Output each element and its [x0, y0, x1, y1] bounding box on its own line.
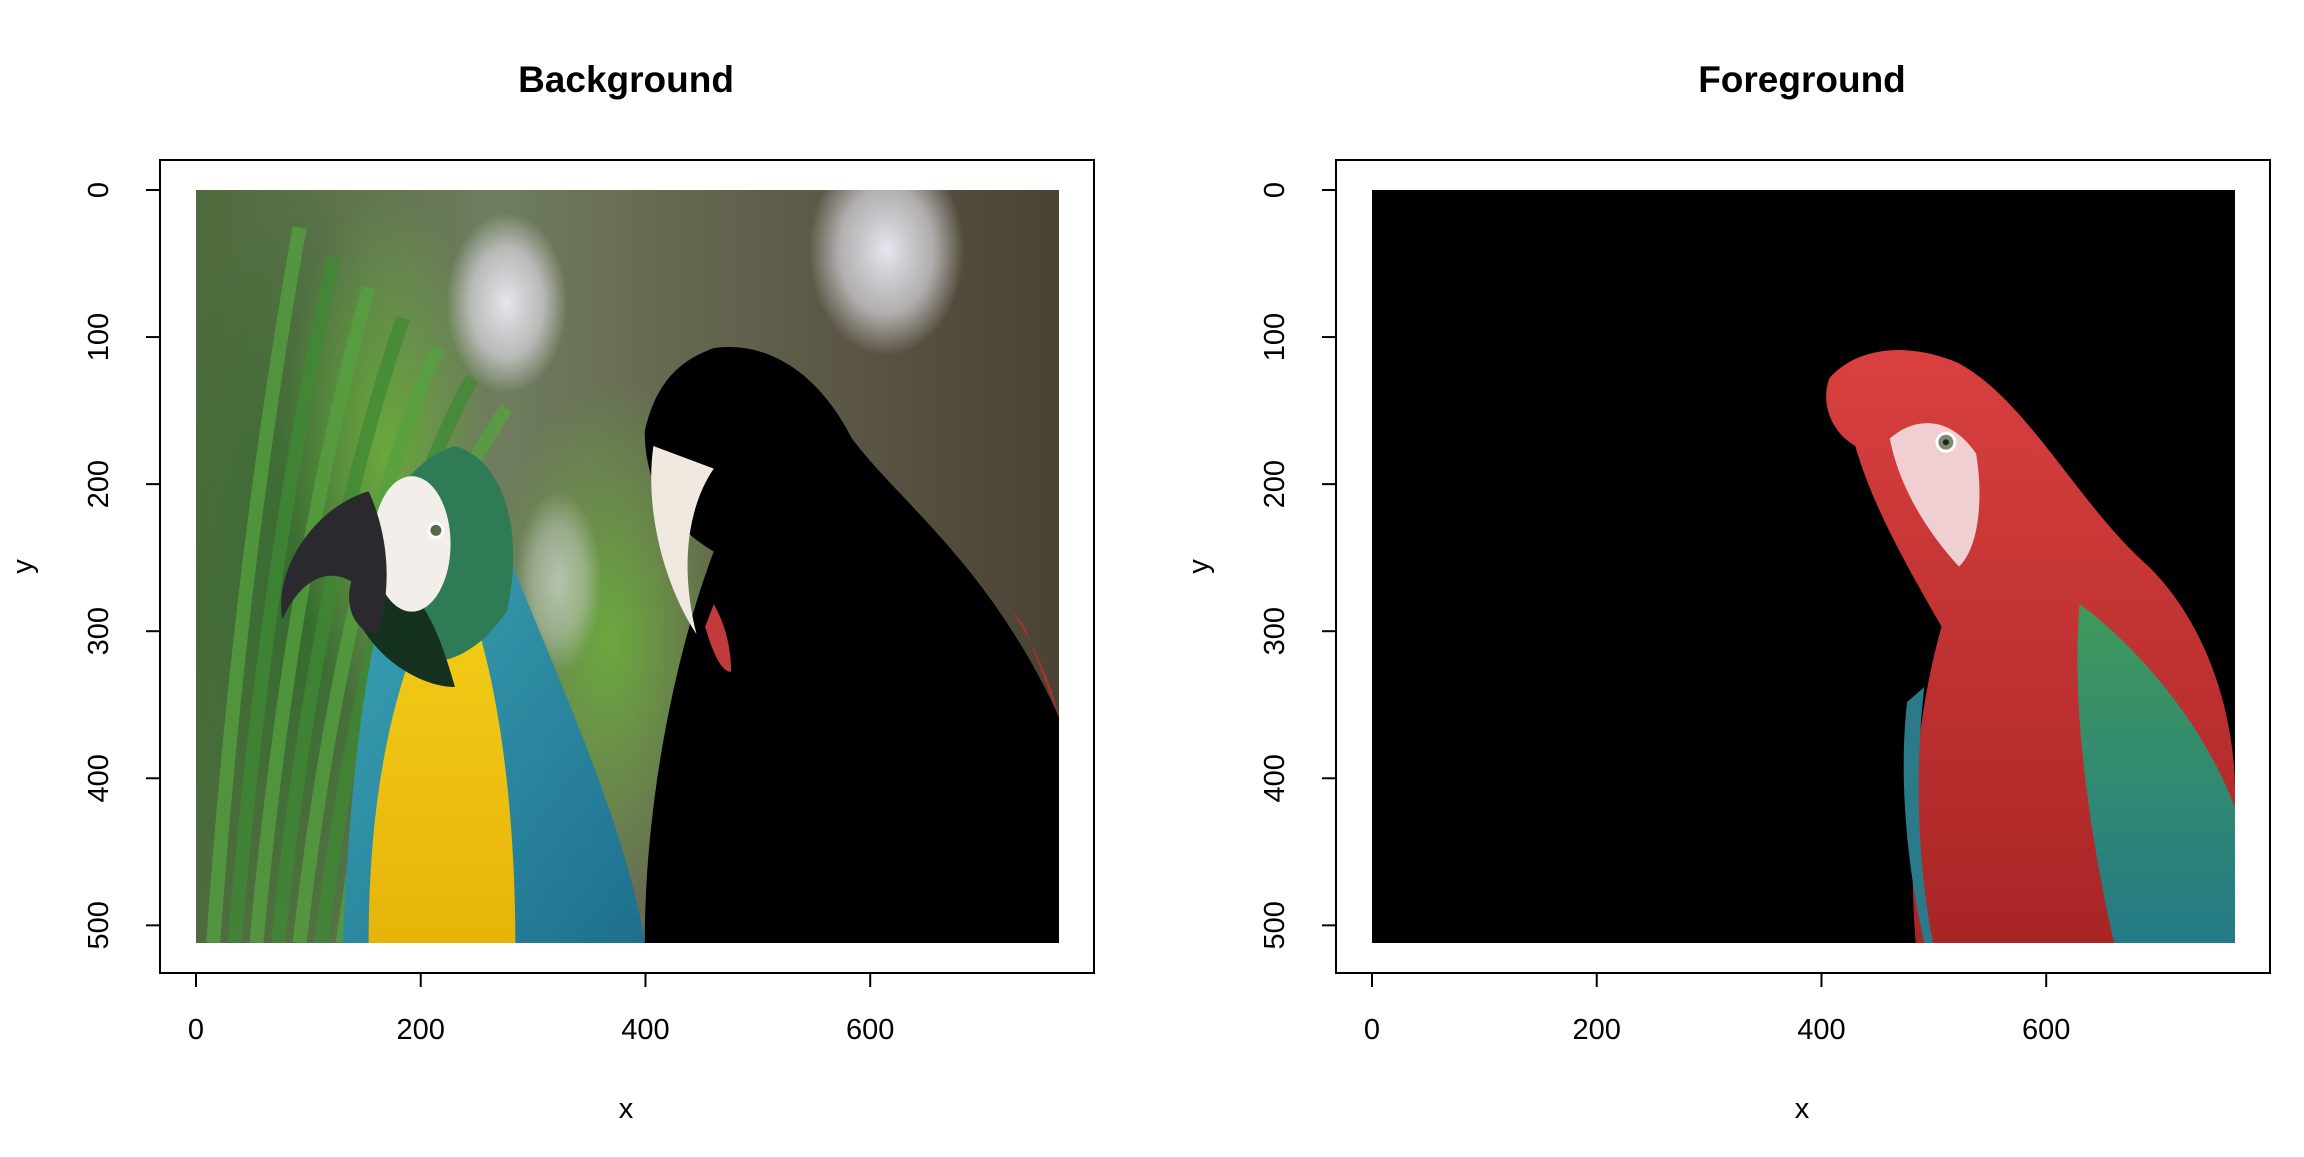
image-raster [196, 190, 1059, 943]
y-tick-label: 300 [83, 607, 115, 655]
y-tick-label: 400 [83, 754, 115, 802]
y-tick-label: 100 [1259, 313, 1291, 361]
chart-title: Foreground [1698, 59, 1906, 100]
y-tick-label: 0 [1259, 182, 1291, 198]
x-axis-label: x [1795, 1093, 1810, 1125]
x-tick-label: 400 [621, 1014, 669, 1046]
x-axis: 0 200 400 600 [188, 972, 894, 1046]
y-tick-label: 500 [1259, 901, 1291, 949]
y-tick-label: 500 [83, 901, 115, 949]
x-axis-label: x [619, 1093, 634, 1125]
x-tick-label: 0 [1364, 1014, 1380, 1046]
y-tick-label: 300 [1259, 607, 1291, 655]
x-tick-label: 200 [397, 1014, 445, 1046]
chart-title: Background [518, 59, 734, 100]
image-raster [1372, 190, 2235, 943]
y-tick-label: 0 [83, 182, 115, 198]
x-axis: 0 200 400 600 [1364, 972, 2070, 1046]
x-tick-label: 400 [1797, 1014, 1845, 1046]
y-tick-label: 400 [1259, 754, 1291, 802]
y-axis: 0 100 200 300 400 500 [1259, 182, 1337, 950]
x-tick-label: 600 [846, 1014, 894, 1046]
x-tick-label: 200 [1573, 1014, 1621, 1046]
y-axis: 0 100 200 300 400 500 [83, 182, 161, 950]
chart-panel-2: Foreground 0 200 400 600 x 0 100 200 300 400 500 y [1183, 59, 2271, 1125]
x-tick-label: 0 [188, 1014, 204, 1046]
y-tick-label: 200 [1259, 460, 1291, 508]
chart-panel-1: Background 0 200 400 600 x 0 100 200 300 400 500 y [7, 59, 1095, 1125]
x-tick-label: 600 [2022, 1014, 2070, 1046]
y-tick-label: 100 [83, 313, 115, 361]
y-axis-label: y [7, 559, 39, 574]
y-axis-label: y [1183, 559, 1215, 574]
y-tick-label: 200 [83, 460, 115, 508]
